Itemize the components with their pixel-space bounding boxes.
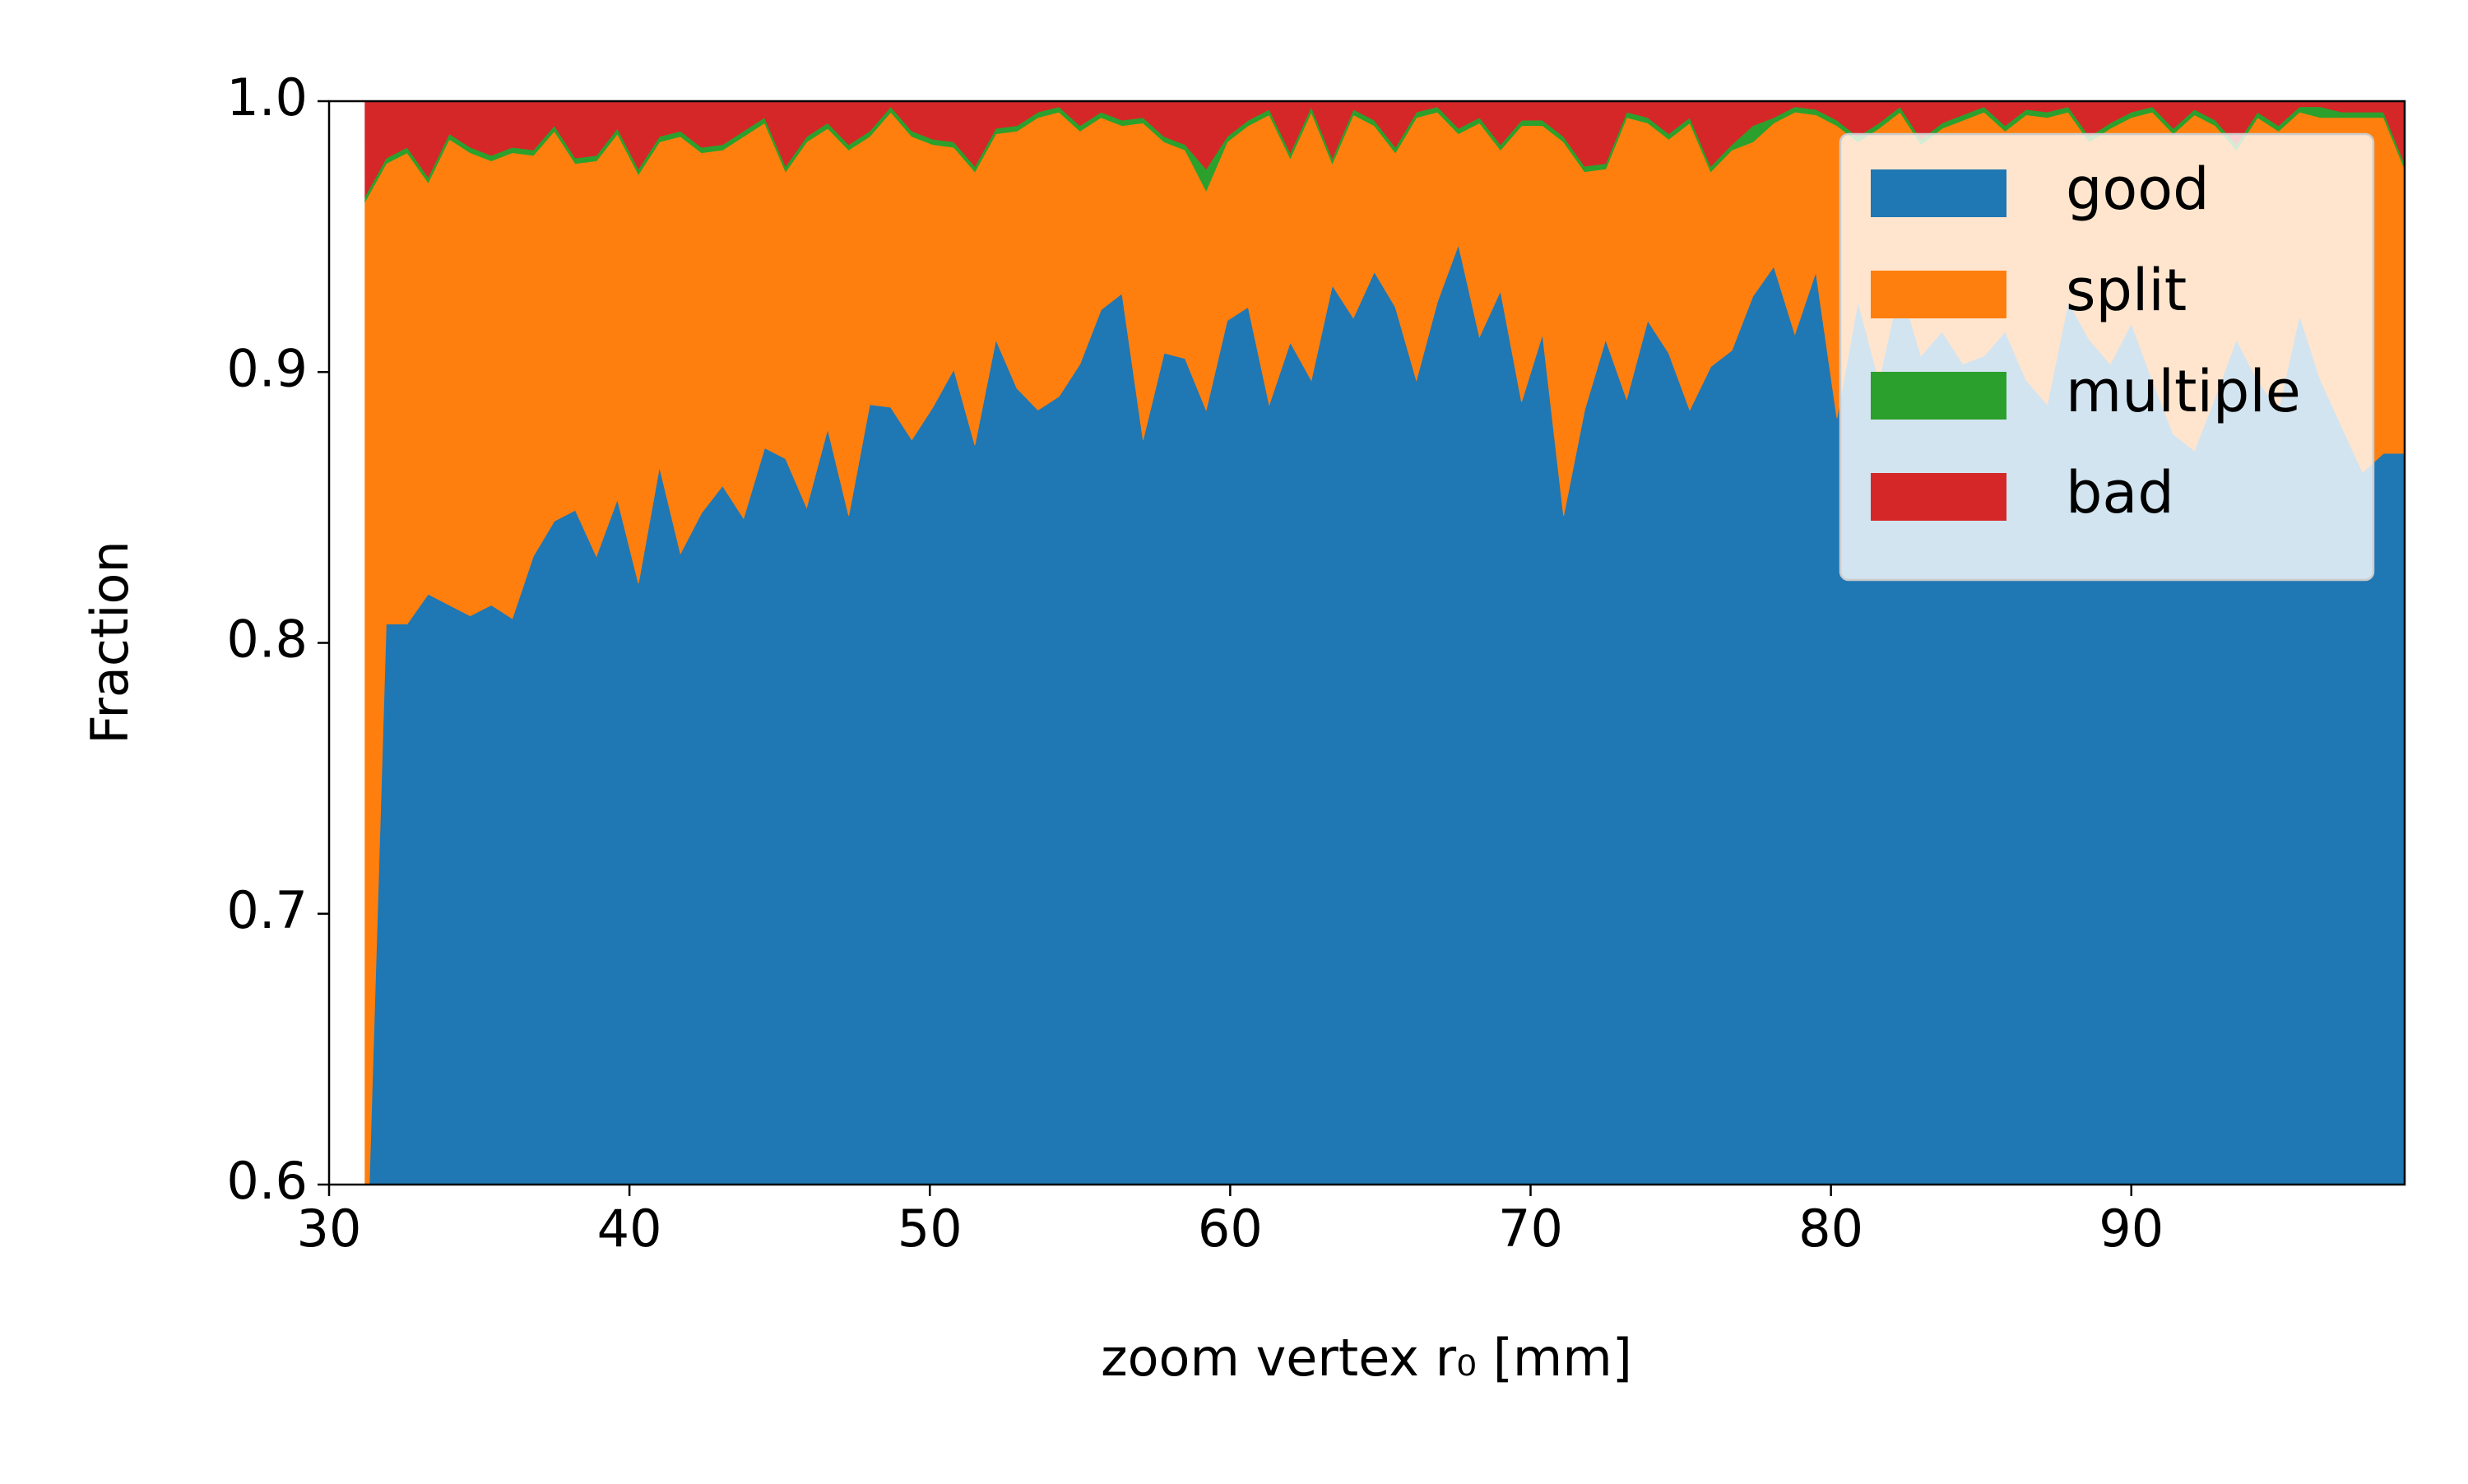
x-tick-label: 50 <box>898 1199 963 1259</box>
x-tick-label: 80 <box>1798 1199 1863 1259</box>
legend-swatch <box>1871 271 2006 318</box>
x-tick-label: 40 <box>597 1199 662 1259</box>
legend-swatch <box>1871 169 2006 217</box>
y-tick-label: 0.8 <box>226 610 308 670</box>
y-tick-label: 0.6 <box>226 1151 308 1211</box>
legend-label: multiple <box>2066 358 2301 425</box>
x-tick-label: 90 <box>2099 1199 2164 1259</box>
area-bad <box>364 101 2405 198</box>
x-axis-label: zoom vertex r₀ [mm] <box>1101 1328 1632 1388</box>
legend-swatch <box>1871 372 2006 420</box>
legend: good split multiple bad <box>1839 132 2375 582</box>
x-tick-label: 60 <box>1198 1199 1263 1259</box>
y-tick-label: 0.7 <box>226 880 308 940</box>
y-axis-label: Fraction <box>80 540 140 744</box>
y-tick-label: 0.9 <box>226 338 308 398</box>
legend-box <box>1839 132 2375 582</box>
x-tick-label: 30 <box>297 1199 362 1259</box>
y-tick-label: 1.0 <box>226 67 308 128</box>
legend-label: bad <box>2066 459 2174 526</box>
legend-label: good <box>2066 155 2210 223</box>
legend-swatch <box>1871 473 2006 521</box>
x-tick-label: 70 <box>1498 1199 1563 1259</box>
legend-label: split <box>2066 257 2187 324</box>
